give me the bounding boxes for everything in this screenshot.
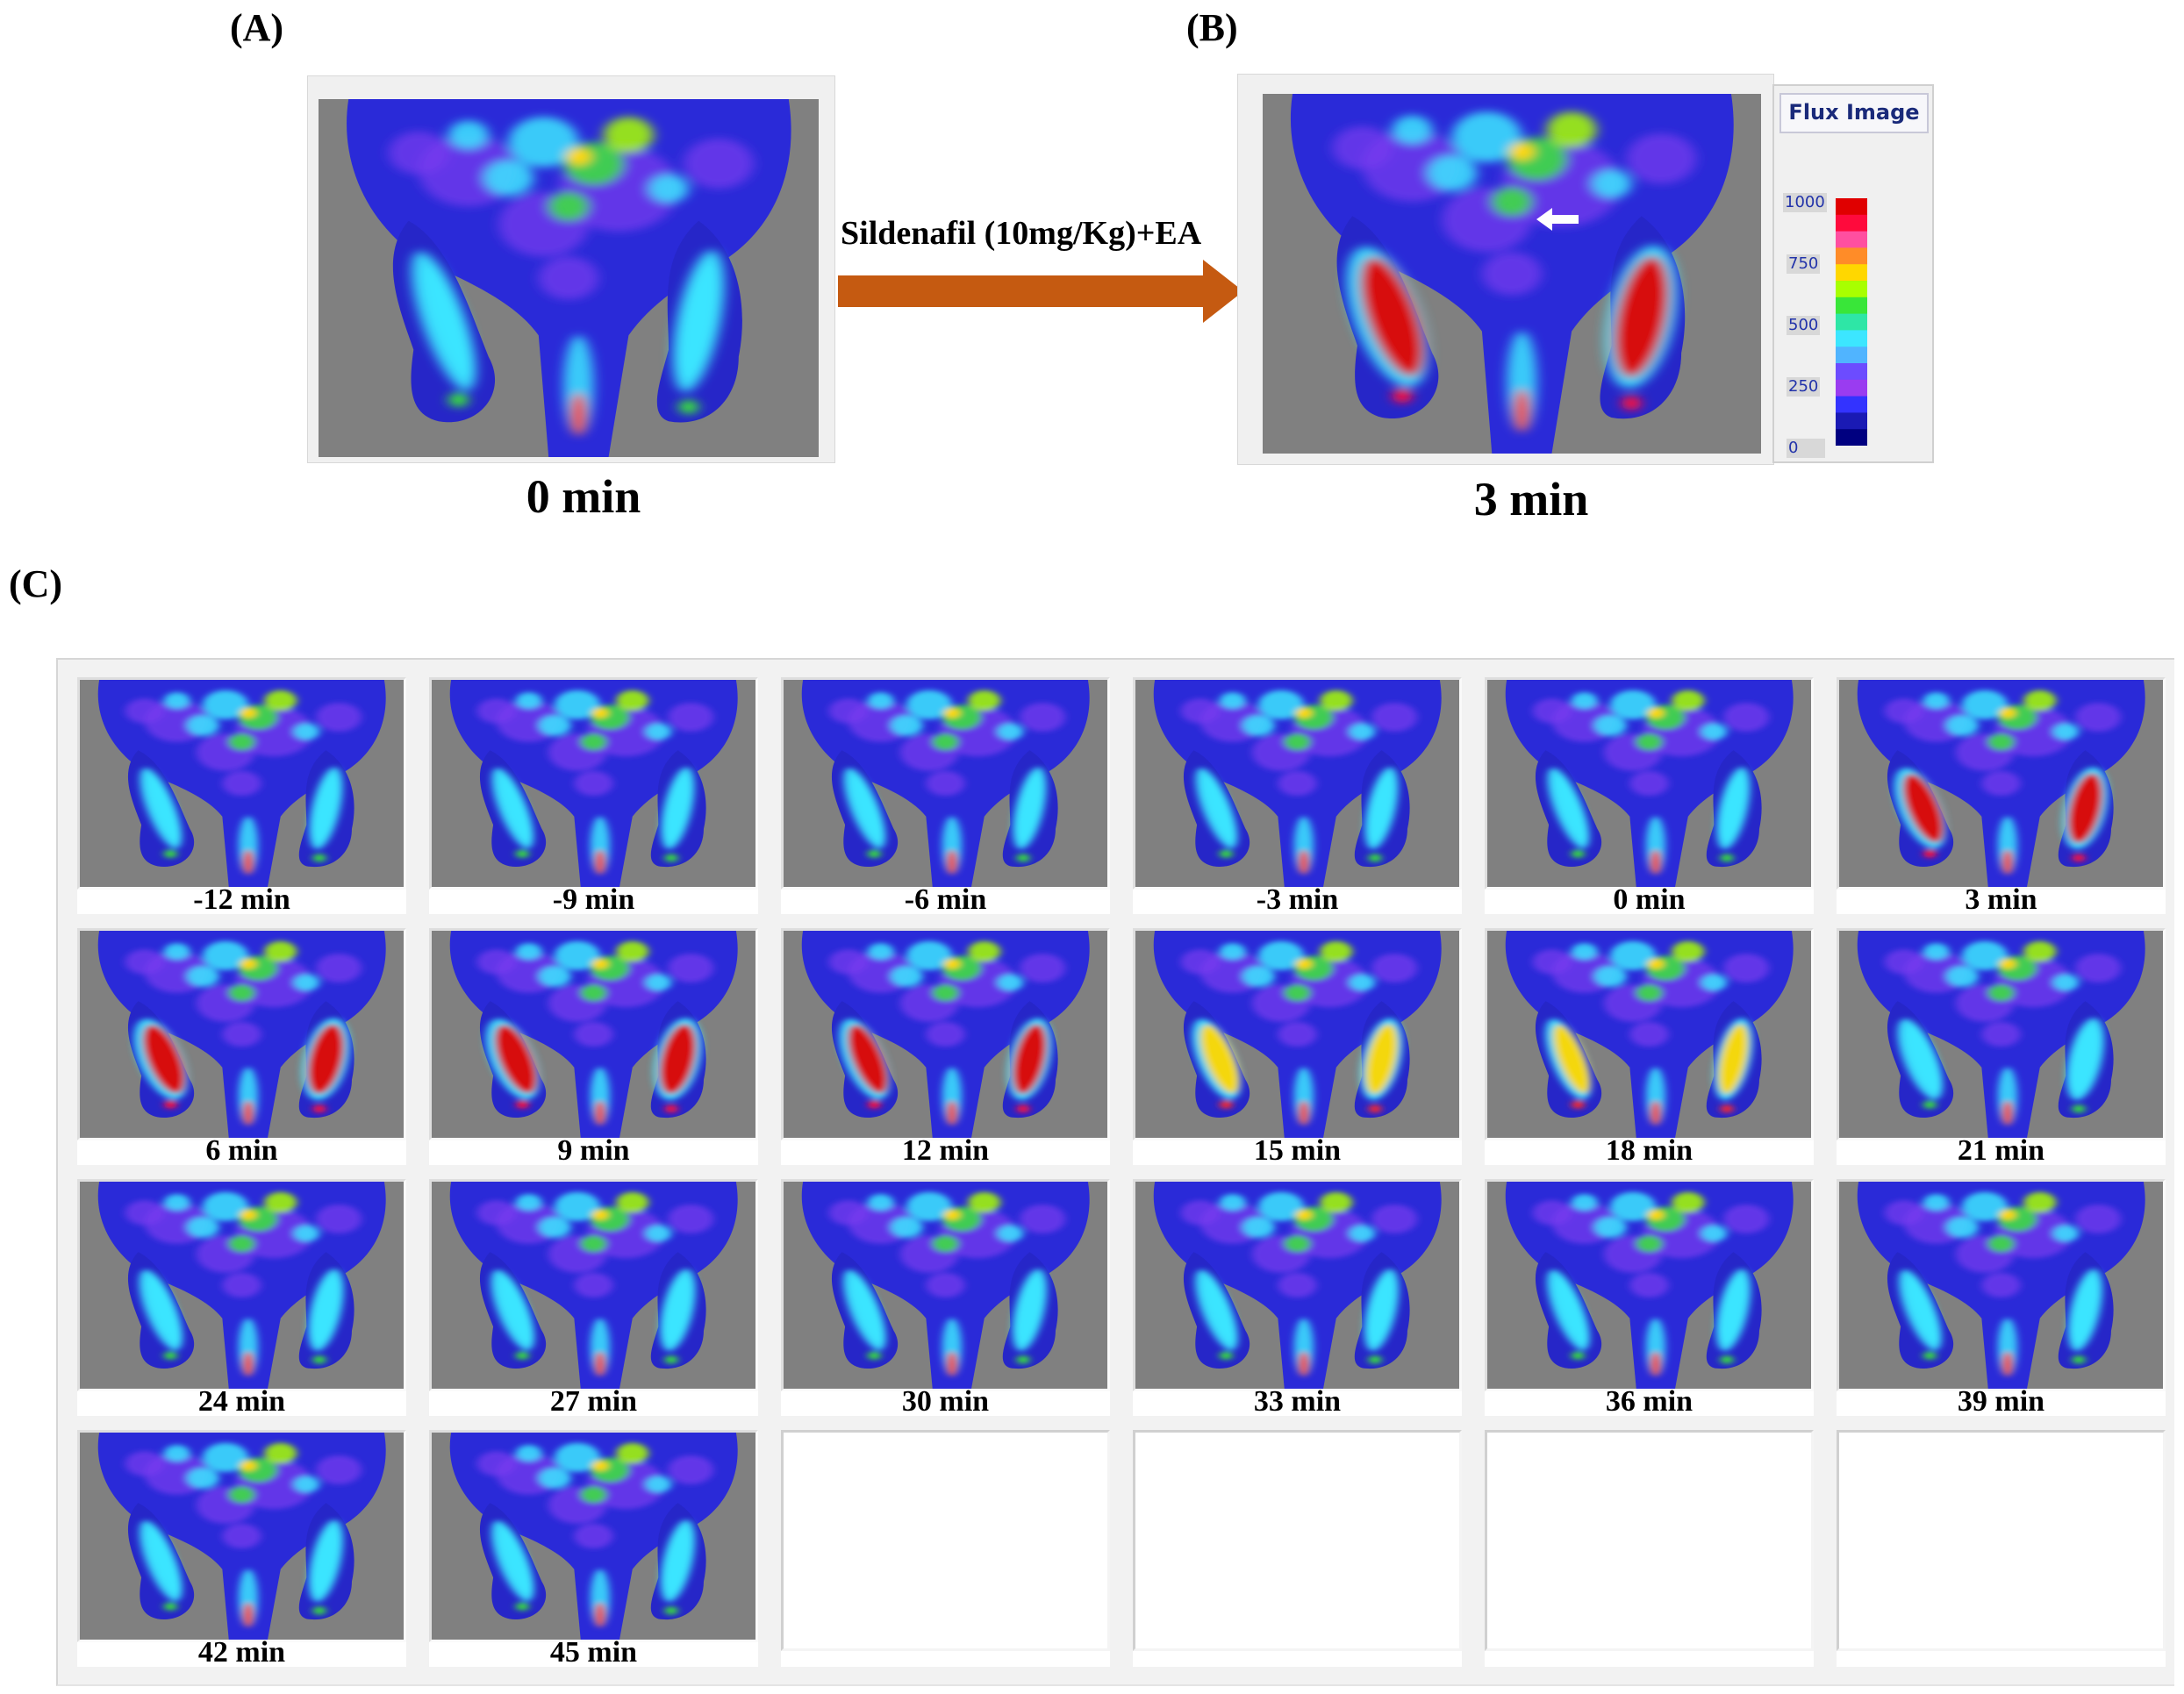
panel-b-image-frame xyxy=(1237,74,1774,465)
empty-grid-cell xyxy=(1837,1430,2166,1667)
time-caption: -6 min xyxy=(904,883,987,916)
grid-cell: 0 min xyxy=(1485,677,1814,916)
arrow-left-icon xyxy=(1536,208,1579,231)
flux-thumbnail xyxy=(77,928,406,1140)
empty-grid-cell xyxy=(781,1430,1110,1667)
empty-grid-cell xyxy=(1485,1430,1814,1667)
panel-a-label: (A) xyxy=(230,6,284,49)
time-caption: 42 min xyxy=(197,1636,286,1669)
time-caption: 18 min xyxy=(1605,1134,1693,1167)
flux-thumbnail xyxy=(781,928,1110,1140)
panel-b-label: (B) xyxy=(1186,6,1238,49)
flux-thumbnail xyxy=(77,1430,406,1642)
flux-thumbnail xyxy=(429,928,758,1140)
panel-a-flux-image xyxy=(319,99,819,457)
grid-cell: 27 min xyxy=(429,1179,758,1418)
flux-thumbnail xyxy=(77,1179,406,1391)
empty-grid-cell xyxy=(1133,1430,1462,1667)
grid-cell: -12 min xyxy=(77,677,406,916)
time-caption: 3 min xyxy=(1965,883,2037,916)
time-caption: 30 min xyxy=(901,1385,990,1418)
empty-thumbnail xyxy=(1485,1430,1814,1651)
flux-thumbnail xyxy=(1837,677,2166,890)
time-caption: 33 min xyxy=(1253,1385,1342,1418)
flux-thumbnail xyxy=(77,677,406,890)
time-caption: 27 min xyxy=(549,1385,638,1418)
grid-cell: -3 min xyxy=(1133,677,1462,916)
flux-thumbnail xyxy=(429,1179,758,1391)
flux-thumbnail xyxy=(1485,1179,1814,1391)
panel-b-flux-image xyxy=(1263,94,1761,454)
legend-tick-750: 750 xyxy=(1787,254,1821,274)
flux-thumbnail xyxy=(1485,928,1814,1140)
empty-thumbnail xyxy=(1133,1430,1462,1651)
time-caption: 9 min xyxy=(557,1134,630,1167)
time-caption: 21 min xyxy=(1957,1134,2045,1167)
grid-cell: -9 min xyxy=(429,677,758,916)
grid-cell: 12 min xyxy=(781,928,1110,1167)
grid-cell: 39 min xyxy=(1837,1179,2166,1418)
flux-thumbnail xyxy=(1837,928,2166,1140)
legend-colorbar xyxy=(1836,198,1867,446)
legend-tick-500: 500 xyxy=(1787,316,1821,335)
flux-thumbnail xyxy=(781,1179,1110,1391)
panel-a-image-frame xyxy=(307,75,835,463)
flux-thumbnail xyxy=(1133,677,1462,890)
flux-thumbnail xyxy=(1837,1179,2166,1391)
flux-thumbnail xyxy=(781,677,1110,890)
treatment-arrow-icon xyxy=(838,260,1243,323)
treatment-label: Sildenafil (10mg/Kg)+EA xyxy=(841,215,1202,252)
grid-cell: 3 min xyxy=(1837,677,2166,916)
panel-b-caption: 3 min xyxy=(1473,473,1589,525)
time-caption: -3 min xyxy=(1256,883,1339,916)
time-caption: -9 min xyxy=(552,883,635,916)
grid-cell: 30 min xyxy=(781,1179,1110,1418)
grid-cell: -6 min xyxy=(781,677,1110,916)
legend-title: Flux Image xyxy=(1779,93,1929,133)
time-caption: 24 min xyxy=(197,1385,286,1418)
time-series-grid: -12 min -9 min -6 min -3 min 0 min 3 min 6 min… xyxy=(56,658,2174,1686)
grid-cell: 33 min xyxy=(1133,1179,1462,1418)
flux-thumbnail xyxy=(1133,1179,1462,1391)
grid-cell: 18 min xyxy=(1485,928,1814,1167)
grid-cell: 9 min xyxy=(429,928,758,1167)
legend-tick-1000: 1000 xyxy=(1783,193,1827,212)
empty-thumbnail xyxy=(781,1430,1110,1651)
time-caption: 12 min xyxy=(901,1134,990,1167)
flux-thumbnail xyxy=(1133,928,1462,1140)
panel-c-label: (C) xyxy=(9,562,63,605)
grid-cell: 36 min xyxy=(1485,1179,1814,1418)
empty-thumbnail xyxy=(1837,1430,2166,1651)
time-caption: 39 min xyxy=(1957,1385,2045,1418)
time-caption: 0 min xyxy=(1613,883,1686,916)
grid-cell: 45 min xyxy=(429,1430,758,1669)
grid-cell: 24 min xyxy=(77,1179,406,1418)
grid-cell: 42 min xyxy=(77,1430,406,1669)
flux-thumbnail xyxy=(429,677,758,890)
legend-tick-250: 250 xyxy=(1787,377,1821,397)
flux-thumbnail xyxy=(429,1430,758,1642)
time-caption: 45 min xyxy=(549,1636,638,1669)
legend-tick-0: 0 xyxy=(1787,439,1825,458)
grid-cell: 6 min xyxy=(77,928,406,1167)
time-caption: 36 min xyxy=(1605,1385,1693,1418)
grid-cell: 15 min xyxy=(1133,928,1462,1167)
flux-legend: Flux Image 1000 750 500 250 0 xyxy=(1772,84,1934,463)
time-caption: 6 min xyxy=(205,1134,278,1167)
time-caption: -12 min xyxy=(193,883,290,916)
grid-cell: 21 min xyxy=(1837,928,2166,1167)
time-caption: 15 min xyxy=(1253,1134,1342,1167)
flux-thumbnail xyxy=(1485,677,1814,890)
panel-a-caption: 0 min xyxy=(526,470,641,523)
